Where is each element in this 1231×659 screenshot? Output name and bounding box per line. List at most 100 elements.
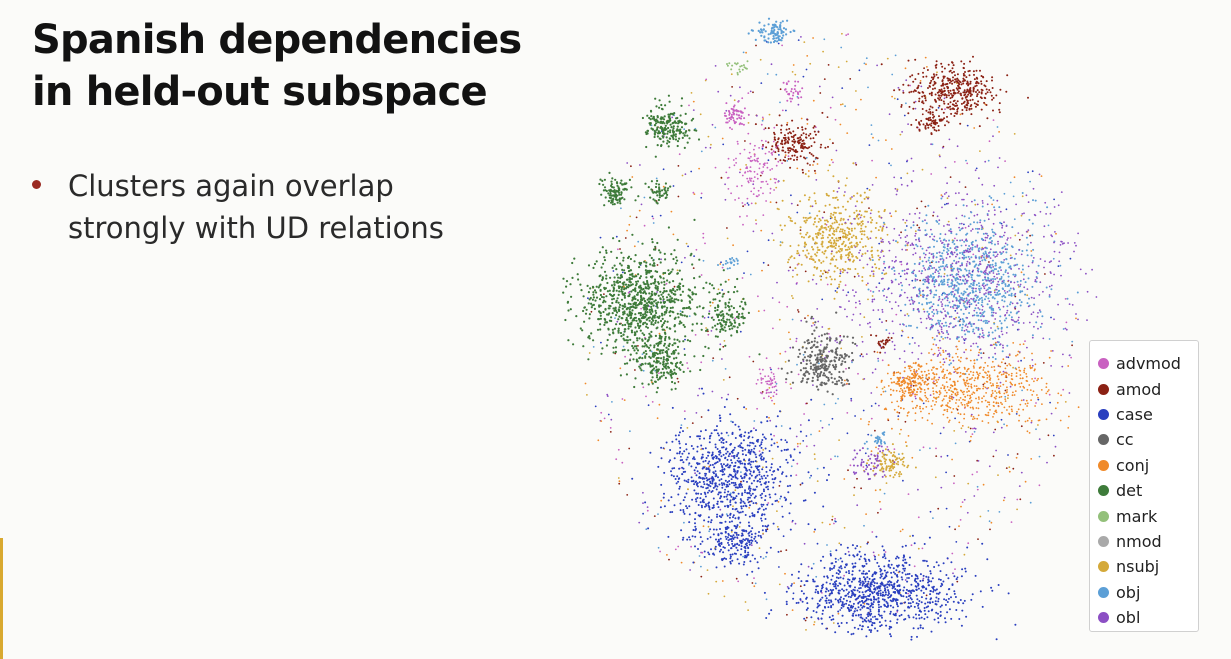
scatter-point bbox=[676, 272, 679, 275]
scatter-point bbox=[868, 144, 871, 147]
scatter-point bbox=[620, 191, 623, 194]
scatter-point bbox=[939, 319, 942, 322]
scatter-point bbox=[855, 245, 858, 248]
scatter-point bbox=[663, 283, 666, 286]
scatter-point bbox=[959, 92, 962, 95]
scatter-point bbox=[867, 282, 869, 285]
scatter-point bbox=[648, 319, 651, 322]
scatter-point bbox=[652, 248, 656, 251]
scatter-point bbox=[779, 28, 782, 31]
scatter-point bbox=[622, 305, 625, 308]
scatter-point bbox=[991, 263, 994, 266]
scatter-point bbox=[662, 287, 666, 290]
scatter-point bbox=[846, 132, 849, 134]
scatter-point bbox=[826, 271, 829, 274]
scatter-point bbox=[669, 123, 672, 126]
scatter-point bbox=[606, 338, 609, 342]
scatter-point bbox=[943, 278, 946, 281]
scatter-point bbox=[940, 255, 943, 258]
scatter-point bbox=[969, 427, 972, 430]
scatter-point bbox=[978, 308, 981, 311]
scatter-point bbox=[828, 203, 831, 206]
scatter-point bbox=[1005, 258, 1008, 261]
scatter-point bbox=[888, 113, 891, 116]
scatter-point bbox=[1011, 246, 1014, 249]
scatter-point bbox=[1014, 292, 1017, 295]
scatter-point bbox=[979, 515, 982, 518]
scatter-point bbox=[813, 221, 816, 223]
scatter-point bbox=[711, 359, 714, 362]
scatter-point bbox=[671, 112, 674, 115]
scatter-point bbox=[884, 266, 886, 269]
scatter-point bbox=[810, 474, 812, 477]
scatter-point bbox=[755, 195, 758, 198]
scatter-point bbox=[956, 576, 959, 579]
scatter-point bbox=[650, 379, 653, 382]
scatter-point bbox=[821, 521, 824, 524]
scatter-point bbox=[744, 140, 746, 142]
scatter-point bbox=[957, 107, 959, 110]
scatter-point bbox=[588, 313, 591, 316]
scatter-point bbox=[788, 127, 791, 130]
scatter-point bbox=[672, 292, 675, 296]
scatter-point bbox=[599, 236, 602, 239]
scatter-point bbox=[953, 286, 956, 289]
scatter-point bbox=[709, 146, 712, 149]
scatter-point bbox=[944, 203, 946, 206]
scatter-point bbox=[658, 186, 661, 189]
bullet-text-line-1: Clusters again overlap bbox=[68, 169, 394, 203]
scatter-point bbox=[931, 318, 934, 321]
scatter-point bbox=[953, 161, 956, 163]
scatter-point bbox=[1028, 297, 1030, 300]
scatter-point bbox=[714, 324, 717, 327]
scatter-point bbox=[941, 65, 944, 68]
scatter-point bbox=[1020, 425, 1023, 428]
scatter-point bbox=[684, 418, 686, 420]
scatter-point bbox=[618, 306, 621, 309]
scatter-point bbox=[999, 221, 1002, 224]
scatter-point bbox=[1037, 264, 1040, 267]
scatter-point bbox=[610, 316, 613, 319]
scatter-point bbox=[624, 188, 627, 191]
scatter-point bbox=[805, 146, 808, 149]
scatter-point bbox=[903, 324, 905, 326]
scatter-point bbox=[761, 119, 764, 122]
scatter-point bbox=[936, 91, 939, 94]
scatter-point bbox=[686, 339, 689, 342]
scatter-point bbox=[646, 279, 649, 283]
scatter-point bbox=[908, 91, 911, 94]
scatter-point bbox=[789, 157, 792, 160]
scatter-point bbox=[970, 256, 973, 259]
scatter-point bbox=[990, 307, 993, 309]
scatter-point bbox=[588, 317, 591, 320]
scatter-point bbox=[929, 105, 932, 108]
scatter-point bbox=[817, 233, 820, 236]
scatter-point bbox=[743, 148, 746, 151]
scatter-point bbox=[972, 55, 974, 58]
scatter-point bbox=[653, 124, 656, 127]
scatter-point bbox=[656, 374, 659, 377]
scatter-point bbox=[662, 322, 666, 325]
scatter-point bbox=[645, 261, 648, 264]
scatter-point bbox=[980, 88, 983, 91]
scatter-point bbox=[937, 321, 940, 324]
scatter-point bbox=[678, 269, 681, 272]
scatter-point bbox=[651, 309, 654, 312]
scatter-point bbox=[606, 281, 609, 285]
scatter-point bbox=[960, 282, 963, 285]
scatter-point bbox=[946, 274, 949, 277]
scatter-point bbox=[730, 115, 733, 118]
scatter-point bbox=[839, 609, 842, 611]
scatter-point bbox=[987, 159, 990, 162]
scatter-point bbox=[628, 308, 631, 311]
scatter-point bbox=[836, 291, 838, 294]
scatter-point bbox=[642, 322, 645, 325]
scatter-point bbox=[753, 148, 755, 151]
scatter-point bbox=[812, 160, 815, 163]
scatter-point bbox=[945, 96, 948, 99]
scatter-point bbox=[975, 69, 978, 72]
scatter-point bbox=[700, 565, 702, 568]
scatter-point bbox=[956, 88, 959, 91]
scatter-point bbox=[722, 293, 725, 296]
scatter-point bbox=[623, 198, 626, 201]
